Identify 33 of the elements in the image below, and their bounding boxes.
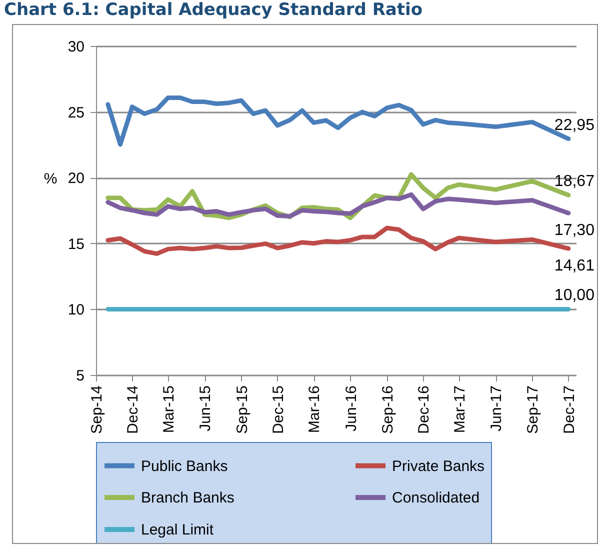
x-tick-label: Jun-16 [342, 386, 360, 432]
chart-title: Chart 6.1: Capital Adequacy Standard Ratio [4, 0, 423, 20]
y-tick-label: 30 [68, 38, 84, 56]
y-axis-title: % [44, 170, 58, 188]
x-tick-label: Dec-14 [124, 386, 142, 434]
legend-label: Public Banks [141, 458, 228, 475]
y-tick-label: 25 [68, 104, 84, 122]
y-tick-label: 20 [68, 170, 84, 188]
x-tick-label: Mar-17 [451, 386, 468, 434]
x-tick-label: Jun-17 [488, 386, 506, 432]
x-tick-label: Dec-15 [270, 386, 287, 434]
data-label: 17,30 [554, 222, 595, 240]
x-tick-label: Dec-17 [560, 386, 578, 434]
x-tick-label: Sep-17 [524, 386, 542, 434]
data-label: 10,00 [554, 287, 595, 304]
x-tick-label: Mar-16 [306, 386, 324, 434]
data-label: 18,67 [554, 173, 595, 190]
data-label: 14,61 [554, 258, 595, 275]
legend-label: Legal Limit [141, 522, 214, 538]
x-tick-label: Sep-16 [379, 386, 396, 434]
x-tick-label: Sep-15 [234, 386, 251, 434]
x-tick-label: Mar-15 [160, 386, 178, 434]
y-tick-label: 10 [68, 302, 84, 319]
legend-label: Private Banks [392, 458, 485, 475]
y-tick-label: 5 [76, 368, 84, 384]
legend-label: Consolidated [392, 490, 480, 506]
y-tick-label: 15 [68, 236, 84, 253]
x-tick-label: Dec-16 [416, 386, 433, 434]
data-label: 22,95 [554, 116, 595, 134]
line-series [106, 192, 571, 219]
legend-label: Branch Banks [141, 490, 234, 506]
x-tick-label: Jun-15 [197, 386, 214, 432]
x-tick-label: Sep-14 [88, 386, 106, 434]
